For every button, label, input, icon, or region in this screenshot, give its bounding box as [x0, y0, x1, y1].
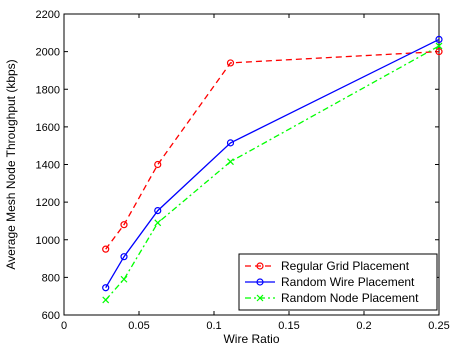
y-tick-label: 2000 — [36, 47, 60, 59]
x-tick-label: 0.15 — [278, 320, 299, 332]
y-tick-label: 1000 — [36, 235, 60, 247]
data-point — [435, 35, 443, 43]
data-point — [154, 160, 162, 169]
data-point — [435, 42, 443, 50]
data-point — [226, 59, 235, 67]
x-axis-title: Wire Ratio — [223, 332, 279, 346]
x-tick-label: 0.05 — [128, 320, 149, 332]
x-tick-label: 0 — [61, 320, 67, 332]
series-3 — [102, 42, 443, 304]
data-point — [102, 296, 110, 304]
x-tick-label: 0.2 — [356, 320, 371, 332]
y-tick-label: 1600 — [36, 122, 60, 134]
legend-marker — [256, 278, 264, 286]
x-tick-label: 0.1 — [206, 320, 221, 332]
data-point — [227, 158, 234, 166]
y-tick-label: 800 — [42, 272, 60, 284]
x-tick-label: 0.25 — [428, 320, 449, 332]
y-tick-label: 1400 — [36, 160, 60, 172]
data-point — [120, 253, 128, 261]
data-point — [435, 48, 443, 56]
series-line — [105, 50, 440, 250]
y-tick-label: 1200 — [36, 197, 60, 209]
y-axis: 600 800 1000 1200 1400 1600 1800 2000 2200 — [36, 9, 439, 322]
data-point — [154, 206, 162, 215]
data-point — [102, 284, 110, 292]
y-tick-label: 600 — [42, 310, 60, 322]
legend-marker — [256, 262, 264, 270]
y-tick-label: 1800 — [36, 84, 60, 96]
series-1 — [102, 48, 443, 253]
legend-label: Regular Grid Placement — [281, 259, 410, 273]
data-point — [102, 245, 110, 253]
data-point — [120, 221, 128, 229]
y-axis-title: Average Mesh Node Throughput (kbps) — [4, 59, 18, 269]
series-line — [105, 38, 440, 289]
data-point — [120, 275, 128, 283]
legend-label: Random Wire Placement — [281, 275, 415, 289]
series-2 — [102, 35, 443, 292]
legend-marker — [256, 294, 264, 302]
series-layer — [102, 35, 443, 304]
data-point — [154, 219, 162, 227]
data-point — [226, 139, 235, 147]
x-axis: 0 0.05 0.1 0.15 0.2 0.25 — [61, 14, 450, 332]
legend-label: Random Node Placement — [281, 291, 419, 305]
legend: Regular Grid Placement Random Wire Placem… — [238, 253, 438, 311]
y-tick-label: 2200 — [36, 9, 60, 21]
